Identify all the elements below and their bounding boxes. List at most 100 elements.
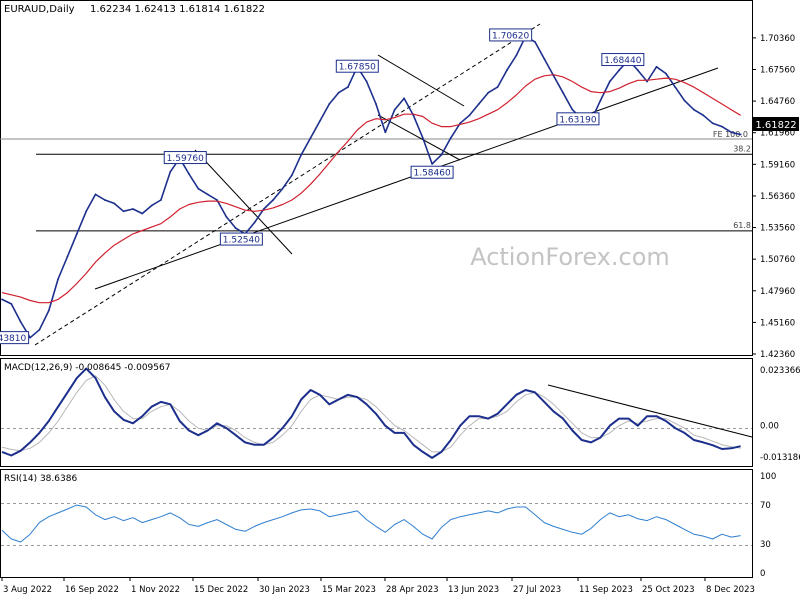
price-point bbox=[552, 74, 555, 77]
price-tick-label: 1.59160 bbox=[760, 160, 795, 170]
price-point bbox=[421, 137, 424, 139]
price-point bbox=[38, 328, 41, 331]
price-point bbox=[57, 278, 59, 280]
price-tick-label: 1.53560 bbox=[760, 224, 795, 234]
trendline-support bbox=[94, 67, 719, 290]
price-point bbox=[66, 255, 69, 258]
price-point bbox=[262, 208, 265, 210]
price-point bbox=[234, 227, 237, 230]
price-annotation-box bbox=[163, 151, 207, 165]
x-tick-label: 11 Sep 2023 bbox=[579, 585, 633, 595]
price-point bbox=[683, 99, 686, 102]
price-point bbox=[440, 153, 443, 156]
price-point bbox=[477, 103, 480, 105]
price-point bbox=[449, 137, 452, 139]
price-annotation-label: 1.43810 bbox=[0, 334, 26, 344]
price-point bbox=[487, 91, 490, 94]
last-price-box bbox=[753, 117, 799, 131]
price-point bbox=[365, 80, 368, 83]
price-point bbox=[10, 302, 13, 305]
price-annotation: 1.52540 bbox=[219, 232, 263, 246]
axis-layer: 1.70360 1.67560 1.64760 1.61960 1.59160 1.563… bbox=[1, 34, 800, 595]
price-point bbox=[47, 309, 50, 312]
price-point bbox=[515, 54, 518, 57]
price-annotation-box bbox=[0, 331, 30, 345]
price-point bbox=[347, 86, 349, 88]
macd-tick-label: 0.023366 bbox=[760, 366, 800, 376]
price-point bbox=[272, 199, 275, 201]
price-annotation-label: 1.58460 bbox=[413, 169, 450, 179]
x-tick-label: 16 Sep 2022 bbox=[65, 585, 119, 595]
gridlines bbox=[1, 428, 752, 546]
x-tick-label: 8 Dec 2023 bbox=[706, 585, 755, 595]
price-annotation-box bbox=[219, 232, 263, 246]
price-point bbox=[412, 114, 415, 117]
price-point bbox=[290, 174, 293, 177]
price-annotation-box bbox=[556, 112, 600, 126]
price-layer: 38.2 61.8 FE 100.0 1.43810 1.59760 1.52540 1.6… bbox=[0, 23, 752, 346]
moving-average-series bbox=[1, 74, 741, 304]
price-series bbox=[1, 35, 741, 339]
price-tick-label: 1.64760 bbox=[760, 97, 795, 107]
x-tick-label: 15 Mar 2023 bbox=[322, 585, 376, 595]
price-tick-label: 1.61960 bbox=[760, 129, 795, 139]
price-point bbox=[328, 103, 331, 105]
fe-level-label: FE 100.0 bbox=[713, 130, 748, 139]
price-point bbox=[281, 187, 284, 190]
price-point bbox=[721, 125, 723, 128]
price-point bbox=[309, 137, 312, 139]
price-point bbox=[1, 298, 3, 301]
macd-title: MACD(12,26,9) -0.008645 -0.009567 bbox=[4, 363, 170, 373]
panel-frames bbox=[0, 0, 753, 578]
price-point bbox=[197, 187, 200, 190]
price-annotation-label: 1.63190 bbox=[559, 115, 596, 125]
price-point bbox=[160, 199, 162, 201]
rsi-title: RSI(14) 38.6386 bbox=[4, 474, 77, 484]
price-annotation-label: 1.68440 bbox=[604, 56, 641, 66]
price-point bbox=[730, 131, 733, 134]
price-point bbox=[384, 131, 387, 134]
price-point bbox=[608, 80, 611, 83]
price-tick-label: 1.70360 bbox=[760, 34, 795, 44]
price-annotation-label: 1.59760 bbox=[167, 154, 204, 164]
price-point bbox=[337, 91, 340, 94]
price-tick-label: 1.56360 bbox=[760, 192, 795, 202]
price-tick-label: 1.67560 bbox=[760, 65, 795, 75]
macd-layer bbox=[1, 367, 753, 459]
price-point bbox=[618, 69, 620, 72]
x-tick-label: 27 Jul 2023 bbox=[513, 585, 561, 595]
price-point bbox=[403, 97, 405, 100]
price-annotation: 1.68440 bbox=[601, 53, 645, 67]
price-point bbox=[206, 193, 209, 196]
price-point bbox=[169, 170, 172, 173]
price-point bbox=[300, 153, 303, 156]
price-point bbox=[664, 72, 667, 75]
price-point bbox=[75, 232, 78, 235]
price-point bbox=[216, 199, 218, 201]
macd-tick-label: -0.013186 bbox=[760, 453, 800, 463]
price-point bbox=[122, 210, 125, 213]
price-point bbox=[319, 120, 321, 122]
price-point bbox=[468, 114, 471, 117]
price-annotation-box bbox=[489, 28, 533, 42]
watermark: ActionForex.com bbox=[470, 243, 670, 271]
price-point bbox=[655, 65, 658, 68]
price-annotation-label: 1.67850 bbox=[339, 63, 376, 73]
x-tick-label: 13 Jun 2023 bbox=[448, 585, 499, 595]
price-point bbox=[253, 221, 256, 224]
price-title: EURAUD,Daily bbox=[4, 4, 75, 15]
ohlc-header: 1.62234 1.62413 1.61814 1.61822 bbox=[90, 4, 265, 15]
price-tick-label: 1.45160 bbox=[760, 318, 795, 328]
rsi-tick-label: 70 bbox=[760, 501, 771, 511]
price-point bbox=[702, 114, 705, 117]
x-tick-label: 25 Oct 2023 bbox=[642, 585, 695, 595]
last-price-marker: 1.61822 bbox=[753, 117, 799, 131]
price-annotation-box bbox=[410, 165, 454, 179]
price-point bbox=[132, 208, 134, 210]
price-annotation: 1.43810 bbox=[0, 331, 30, 345]
rsi-tick-label: 100 bbox=[760, 472, 776, 482]
price-point bbox=[225, 216, 228, 218]
macd-tick-label: 0.00 bbox=[760, 422, 779, 432]
trendline-channel bbox=[34, 23, 541, 346]
